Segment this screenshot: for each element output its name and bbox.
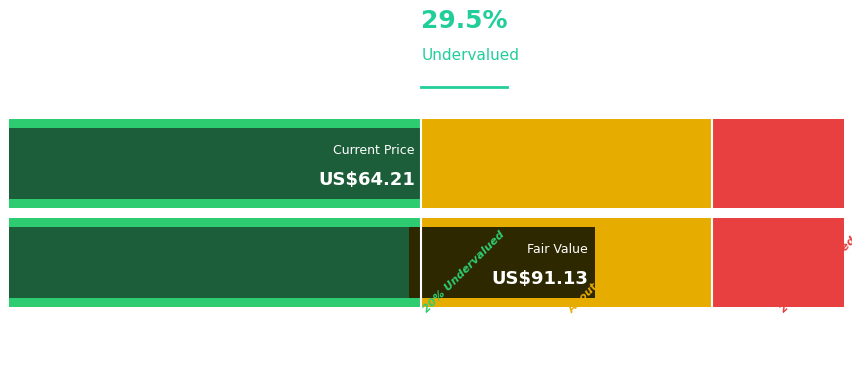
Bar	[408, 226, 594, 298]
Text: Fair Value: Fair Value	[527, 243, 587, 256]
Bar	[9, 218, 421, 307]
Text: Undervalued: Undervalued	[421, 48, 519, 63]
Bar	[421, 218, 711, 307]
Bar	[711, 119, 843, 208]
Bar	[9, 119, 421, 208]
Text: 20% Overvalued: 20% Overvalued	[777, 236, 852, 315]
Bar	[711, 218, 843, 307]
Text: 20% Undervalued: 20% Undervalued	[421, 230, 506, 315]
Text: Current Price: Current Price	[333, 144, 415, 157]
Bar	[9, 226, 594, 298]
Bar	[9, 128, 421, 199]
Text: US$91.13: US$91.13	[491, 270, 587, 288]
Text: 29.5%: 29.5%	[421, 8, 507, 33]
Text: About Right: About Right	[566, 255, 626, 315]
Text: US$64.21: US$64.21	[318, 171, 415, 189]
Bar	[421, 119, 711, 208]
